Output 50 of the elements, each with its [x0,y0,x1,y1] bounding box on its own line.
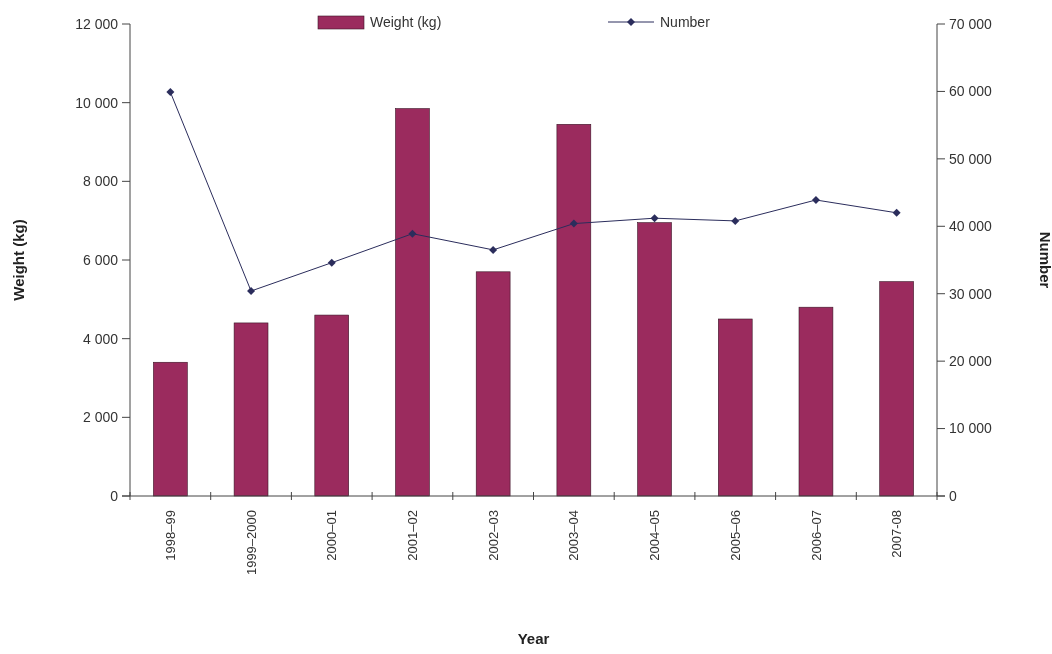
y2-tick-label: 50 000 [949,150,993,167]
y-tick-label: 4 000 [82,330,119,347]
point [247,287,256,296]
x-tick-label: 2002–03 [485,510,501,561]
bar [879,281,914,497]
point [731,216,740,225]
x-tick-label: 1998–99 [162,510,178,561]
point [811,195,820,204]
x-tick-label: 2001–02 [405,510,420,561]
x-tick-label: 1999–2000 [243,510,259,576]
y2-tick-label: 60 000 [949,83,993,100]
y2-tick-label: 0 [949,487,957,504]
bar [798,306,834,497]
bar [637,222,672,497]
point [408,229,417,238]
y-tick-label: 6 000 [82,251,119,268]
point [489,245,498,254]
x-tick-label: 2005–06 [727,510,743,561]
x-tick-label: 2003–04 [566,510,582,561]
bar [233,322,269,497]
x-tick-label: 2000–01 [324,510,340,561]
legend-label: Weight (kg) [370,14,442,30]
point [569,219,578,228]
y-axis-title: Weight (kg) [10,219,27,301]
bar [718,318,753,497]
bar [395,108,430,497]
y2-tick-label: 70 000 [949,15,993,32]
point [327,258,336,267]
y2-tick-label: 30 000 [949,285,993,302]
x-tick-label: 2007-08 [889,510,905,558]
bar [556,124,592,497]
point [166,88,175,97]
bar [314,314,349,497]
bar [153,361,188,497]
x-tick-label: 2006–07 [808,510,824,561]
y2-tick-label: 40 000 [949,218,993,235]
y-tick-label: 2 000 [82,409,119,426]
y-tick-label: 10 000 [75,94,119,111]
y2-tick-label: 10 000 [949,420,993,437]
x-tick-label: 2004–05 [647,510,663,561]
y2-axis-title: Number [1037,231,1052,289]
y-tick-label: 12 000 [75,15,119,32]
legend-label: Number [660,14,711,30]
y-tick-label: 8 000 [82,173,119,190]
y-tick-label: 0 [110,487,119,504]
bar [475,271,511,497]
y2-tick-label: 20 000 [949,353,993,370]
point [650,214,659,223]
x-axis-title: Year [517,630,550,647]
point [892,208,901,217]
